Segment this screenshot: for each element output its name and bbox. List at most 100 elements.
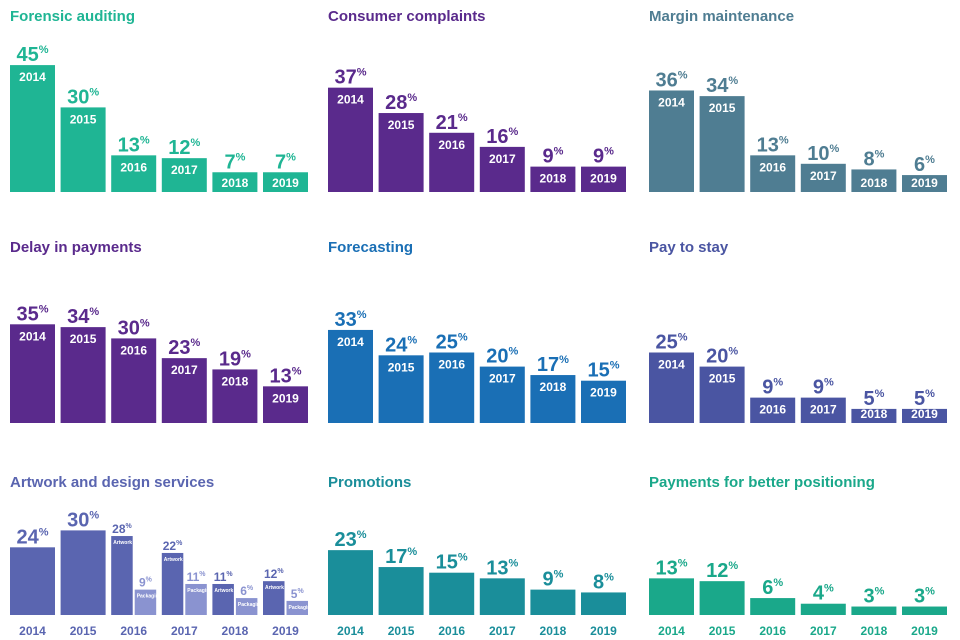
value-label-2014: 45%	[16, 44, 48, 66]
bar-2018	[851, 169, 897, 192]
panel-title: Payments for better positioning	[649, 474, 875, 491]
value-label-2017: 23%	[168, 337, 200, 359]
panel-title: Promotions	[328, 474, 411, 491]
bar-2019-artwork	[263, 581, 285, 615]
value-label-2019: 8%	[593, 571, 614, 593]
year-label-2014: 2014	[658, 358, 685, 372]
year-label-2018: 2018	[222, 176, 249, 190]
bar-2015	[699, 96, 745, 192]
panel-title: Forensic auditing	[10, 8, 135, 25]
value-label-2014: 33%	[334, 309, 366, 331]
bar-2016-artwork	[111, 536, 133, 615]
year-label-2016: 2016	[759, 403, 786, 417]
bar-2014	[10, 65, 55, 192]
panel-artwork-and-design-services: Artwork and design services 24% 2014 30% 201…	[10, 474, 314, 638]
year-label-2018: 2018	[222, 624, 249, 638]
year-label-2014: 2014	[658, 624, 685, 638]
bar-2019	[263, 172, 308, 192]
year-label-2014: 2014	[337, 93, 364, 107]
panel-title: Margin maintenance	[649, 8, 794, 25]
value-label-2014: 24%	[16, 526, 48, 548]
series-label-artwork: Artwork	[265, 585, 284, 591]
panel-title: Consumer complaints	[328, 8, 486, 25]
value-label-2015: 20%	[706, 346, 738, 368]
bar-2015	[378, 113, 424, 192]
value-label-2019: 15%	[587, 360, 619, 382]
value-label-2017: 16%	[486, 126, 518, 148]
year-label-2016: 2016	[759, 624, 786, 638]
bar-2016	[750, 397, 796, 423]
bar-2014	[328, 87, 373, 192]
value-label-2018: 8%	[863, 148, 884, 170]
bar-2014	[649, 578, 694, 615]
value-label-2016: 9%	[762, 377, 783, 399]
bar-2016	[750, 155, 796, 192]
value-label-2016-packaging: 9%	[139, 576, 153, 590]
year-label-2019: 2019	[590, 172, 617, 186]
series-label-artwork: Artwork	[113, 540, 132, 546]
bar-2015	[699, 581, 745, 615]
year-label-2017: 2017	[171, 624, 198, 638]
bar-2018	[212, 369, 258, 423]
value-label-2016: 6%	[762, 577, 783, 599]
value-label-2018: 19%	[219, 348, 251, 370]
bar-2015	[60, 107, 106, 192]
bar-2018	[212, 172, 258, 192]
bar-2017	[161, 158, 207, 192]
value-label-2015: 28%	[385, 92, 417, 114]
bar-2019	[902, 606, 947, 615]
year-label-2019: 2019	[590, 386, 617, 400]
value-label-2016: 13%	[757, 134, 789, 156]
bar-2017	[479, 146, 525, 192]
panel-title: Forecasting	[328, 239, 413, 256]
year-label-2017: 2017	[171, 363, 198, 377]
year-label-2019: 2019	[911, 624, 938, 638]
year-label-2015: 2015	[70, 112, 97, 126]
bar-2016	[111, 155, 157, 192]
bar-2017	[800, 603, 846, 615]
series-label-packaging: Packaging	[137, 594, 162, 600]
year-label-2016: 2016	[438, 624, 465, 638]
bar-2019	[581, 592, 626, 615]
bar-2017-packaging	[185, 583, 207, 615]
year-label-2014: 2014	[337, 335, 364, 349]
bar-2016-packaging	[134, 589, 157, 615]
year-label-2019: 2019	[272, 176, 299, 190]
value-label-2019: 13%	[269, 365, 301, 387]
panel-margin-maintenance: Margin maintenance 36% 2014 34% 2015 13% 2016 1…	[649, 8, 947, 192]
panel-title: Delay in payments	[10, 239, 142, 256]
value-label-2015: 30%	[67, 86, 99, 108]
year-label-2016: 2016	[438, 358, 465, 372]
bar-2019	[902, 175, 947, 192]
year-label-2015: 2015	[709, 372, 736, 386]
series-label-packaging: Packaging	[238, 602, 263, 608]
bar-2018	[530, 589, 576, 615]
value-label-2015: 34%	[706, 75, 738, 97]
bar-2018	[530, 166, 576, 192]
bar-2015	[378, 567, 424, 615]
value-label-2017: 4%	[813, 583, 834, 605]
series-label-packaging: Packaging	[289, 605, 314, 611]
year-label-2016: 2016	[120, 160, 147, 174]
year-label-2017: 2017	[489, 372, 516, 386]
year-label-2018: 2018	[861, 407, 888, 421]
bar-2017	[161, 358, 207, 423]
bar-2016	[111, 338, 157, 423]
bar-2019	[581, 166, 626, 192]
panel-title: Artwork and design services	[10, 474, 214, 491]
year-label-2015: 2015	[70, 624, 97, 638]
panel-promotions: Promotions 23% 2014 17% 2015 15% 2016 13% 2017 9%…	[328, 474, 626, 638]
value-label-2016: 21%	[436, 112, 468, 134]
bar-2014	[649, 90, 694, 192]
bar-2018	[530, 375, 576, 423]
value-label-2014: 25%	[655, 332, 687, 354]
value-label-2017: 20%	[486, 346, 518, 368]
value-label-2017-artwork: 22%	[163, 539, 183, 553]
year-label-2019: 2019	[911, 407, 938, 421]
bar-2015	[699, 366, 745, 423]
bar-2018	[851, 606, 897, 615]
year-label-2019: 2019	[272, 391, 299, 405]
bar-2018-packaging	[235, 598, 258, 615]
value-label-2017: 10%	[807, 143, 839, 165]
series-label-artwork: Artwork	[214, 588, 233, 594]
